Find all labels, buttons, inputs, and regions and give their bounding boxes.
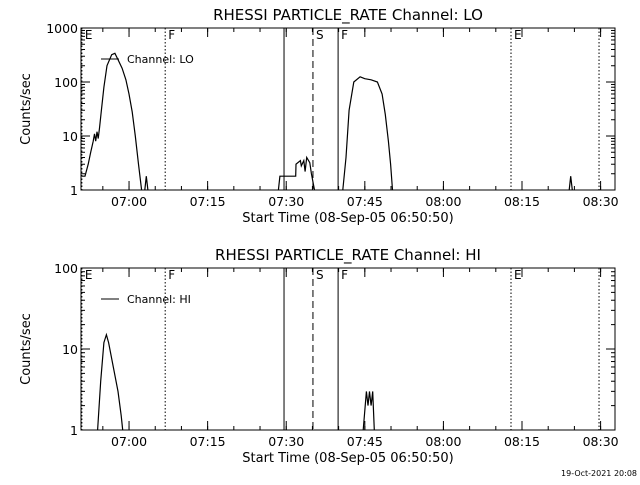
x-tick-label: 08:30 bbox=[583, 434, 619, 449]
series-line bbox=[277, 155, 316, 191]
x-tick-label: 07:30 bbox=[268, 434, 304, 449]
x-tick-label: 08:15 bbox=[504, 194, 540, 209]
x-tick-label: 08:30 bbox=[583, 194, 619, 209]
x-tick-label: 07:45 bbox=[347, 434, 383, 449]
panel-hi: RHESSI PARTICLE_RATE Channel: HI 07:00 07:… bbox=[19, 246, 619, 466]
event-label: S bbox=[316, 28, 324, 42]
event-label: E bbox=[514, 268, 522, 282]
x-tick-label: 08:15 bbox=[504, 434, 540, 449]
x-tick-label: 07:30 bbox=[268, 194, 304, 209]
x-axis-label: Start Time (08-Sep-05 06:50:50) bbox=[242, 451, 453, 466]
x-tick-label: 07:00 bbox=[111, 434, 147, 449]
y-tick-label: 1 bbox=[70, 423, 78, 438]
x-tick-label: 07:00 bbox=[111, 194, 147, 209]
footer-timestamp: 19-Oct-2021 20:08 bbox=[561, 469, 637, 478]
event-label: F bbox=[341, 268, 348, 282]
series-line bbox=[342, 76, 394, 191]
event-label: S bbox=[316, 268, 324, 282]
series-line bbox=[81, 52, 143, 191]
panel-lo: RHESSI PARTICLE_RATE Channel: LO 07:00 07:… bbox=[19, 6, 619, 226]
y-tick-label: 100 bbox=[54, 261, 78, 276]
chart-title: RHESSI PARTICLE_RATE Channel: LO bbox=[213, 6, 483, 25]
legend-label: Channel: HI bbox=[127, 293, 191, 306]
x-axis-label: Start Time (08-Sep-05 06:50:50) bbox=[242, 211, 453, 226]
event-label: F bbox=[168, 28, 175, 42]
series-line bbox=[97, 332, 124, 431]
series-line bbox=[144, 176, 149, 191]
plot-frame bbox=[80, 27, 616, 191]
event-label: E bbox=[85, 268, 93, 282]
y-tick-label: 1000 bbox=[46, 21, 78, 36]
x-tick-label: 08:00 bbox=[425, 434, 461, 449]
y-tick-label: 1 bbox=[70, 183, 78, 198]
y-axis-label: Counts/sec bbox=[19, 73, 34, 145]
x-tick-label: 08:00 bbox=[425, 194, 461, 209]
legend-label: Channel: LO bbox=[127, 53, 194, 66]
x-tick-label: 07:15 bbox=[190, 194, 226, 209]
series-line bbox=[568, 176, 573, 191]
y-axis-label: Counts/sec bbox=[19, 313, 34, 385]
series-line bbox=[362, 391, 375, 431]
event-label: E bbox=[514, 28, 522, 42]
event-label: F bbox=[168, 268, 175, 282]
x-tick-label: 07:45 bbox=[347, 194, 383, 209]
y-tick-label: 10 bbox=[62, 342, 78, 357]
x-tick-label: 07:15 bbox=[190, 434, 226, 449]
event-label: E bbox=[85, 28, 93, 42]
chart-title: RHESSI PARTICLE_RATE Channel: HI bbox=[215, 246, 481, 265]
event-label: F bbox=[341, 28, 348, 42]
y-tick-label: 100 bbox=[54, 75, 78, 90]
y-tick-label: 10 bbox=[62, 129, 78, 144]
